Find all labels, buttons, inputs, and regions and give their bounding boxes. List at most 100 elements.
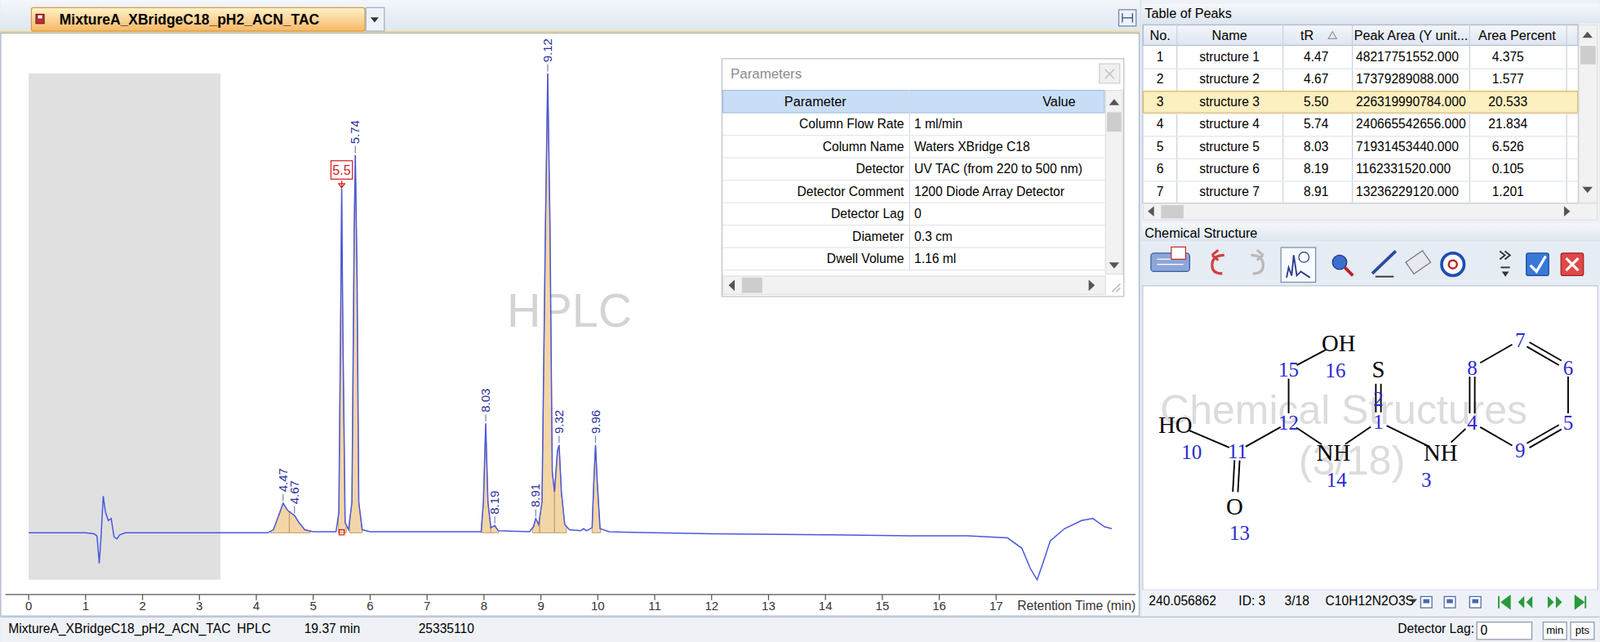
tab-title: MixtureA_XBridgeC18_pH2_ACN_TAC (59, 11, 320, 28)
x-tick-label: 13 (761, 598, 776, 613)
cancel-button[interactable] (1560, 253, 1583, 276)
scroll-down (1582, 186, 1592, 193)
bond (1480, 426, 1512, 446)
parameters-hscroll (723, 275, 1107, 294)
column-header: Peak Area (Y unit... (1354, 27, 1469, 43)
row-divider (1142, 135, 1579, 137)
peak-label-leader (535, 509, 537, 517)
nav-first (1498, 595, 1511, 609)
parameters-close[interactable] (1099, 63, 1120, 84)
row-divider (1142, 180, 1579, 182)
cell: 4.67 (1303, 71, 1329, 86)
cell: 226319990784.000 (1355, 94, 1467, 109)
peak-table-titlebar (1142, 4, 1600, 24)
scroll-left (1147, 205, 1154, 216)
selected-peak-box (330, 160, 352, 179)
bond (1468, 376, 1471, 414)
cell: 17379289088.000 (1355, 71, 1459, 86)
footer-icon[interactable] (1444, 595, 1456, 608)
target-icon[interactable] (1441, 253, 1464, 276)
cell: 4.375 (1492, 49, 1525, 64)
atom-number: 6 (1563, 356, 1574, 379)
dropdown-arrow (370, 17, 379, 23)
row-divider (722, 224, 1106, 226)
cell: 1.577 (1492, 71, 1525, 86)
tab-icon (35, 13, 45, 23)
x-tick-label: 6 (366, 598, 374, 613)
unit-button[interactable] (1570, 622, 1595, 640)
atom-number: 12 (1278, 411, 1299, 434)
parameter-name: Column Name (822, 139, 905, 154)
atom-number: 15 (1278, 358, 1299, 381)
row-divider (722, 269, 1106, 271)
selected-peak-marker (338, 529, 344, 535)
cell: 1162331520.000 (1355, 161, 1451, 176)
fit-button[interactable] (1119, 9, 1137, 27)
column-header: Value (1042, 93, 1076, 109)
parameter-name: Dwell Volume (826, 251, 905, 266)
panel-title: Chemical Structure (1144, 225, 1258, 240)
tab-dropdown[interactable] (365, 7, 384, 32)
x-tick-label: 15 (875, 598, 890, 613)
bond (1386, 425, 1428, 446)
selected-row (1142, 91, 1578, 113)
nav-prev (1518, 595, 1533, 609)
ok-icon (1530, 256, 1547, 272)
ok-button[interactable] (1526, 253, 1549, 276)
x-tick-label: 14 (818, 598, 833, 613)
unit-label: pts (1575, 623, 1591, 636)
x-tick-label: 11 (648, 598, 662, 613)
unit-button[interactable] (1542, 622, 1567, 640)
structure-id: ID: 3 (1238, 593, 1266, 608)
cell: 7 (1156, 184, 1165, 199)
cell: 21.834 (1488, 116, 1528, 131)
scroll-down (1109, 262, 1120, 268)
parameters-title: Parameters (730, 66, 802, 82)
row-divider (722, 134, 1106, 136)
chart-area (0, 33, 1140, 617)
parameter-name: Diameter (852, 229, 904, 244)
sort-indicator (1328, 31, 1337, 40)
scroll-up (1109, 98, 1120, 105)
eraser-icon (1405, 250, 1432, 275)
watermark: HPLC (506, 284, 632, 337)
footer-icon-detail (1423, 599, 1430, 604)
cell: 6.526 (1492, 139, 1525, 154)
atom-number: 5 (1563, 411, 1574, 434)
row-divider (722, 201, 1106, 203)
peak-fill (288, 511, 311, 533)
structure-titlebar (1142, 223, 1600, 242)
tool-selected[interactable] (1280, 247, 1316, 282)
tool-icon-detail (1286, 254, 1311, 277)
cell: 4.47 (1303, 49, 1329, 64)
scroll-thumb (742, 277, 763, 294)
x-tick-label: 0 (25, 598, 32, 613)
tool-icon-detail (1298, 252, 1309, 263)
close-icon (1105, 69, 1115, 79)
peak-label-leader (493, 515, 495, 524)
scroll-left (728, 279, 735, 291)
peak-label: 8.19 (487, 490, 502, 515)
atom-number: 4 (1466, 411, 1478, 434)
bond (1288, 378, 1290, 414)
atom-number: 16 (1325, 359, 1347, 382)
peak-label: 5.74 (347, 120, 362, 144)
row-divider (1142, 113, 1579, 115)
right-panel (1142, 0, 1600, 617)
cell: 48217751552.000 (1355, 49, 1459, 64)
footer-icon[interactable] (1469, 595, 1481, 608)
footer-icon-detail (1446, 599, 1453, 604)
row-divider (1142, 68, 1579, 70)
atom-label: NH (1316, 439, 1352, 466)
column-header: Parameter (784, 93, 847, 109)
footer-icon[interactable] (1420, 595, 1432, 608)
atom-number: 8 (1466, 356, 1478, 379)
peak-label: 4.67 (287, 480, 302, 504)
peak-label-leader (293, 506, 295, 514)
mass: 240.056862 (1148, 593, 1216, 608)
atom-number: 11 (1227, 440, 1248, 463)
x-tick-label: 10 (591, 598, 605, 613)
scroll-right (1088, 279, 1095, 291)
search-icon[interactable] (1332, 254, 1347, 269)
detector-lag-input[interactable] (1476, 622, 1532, 640)
